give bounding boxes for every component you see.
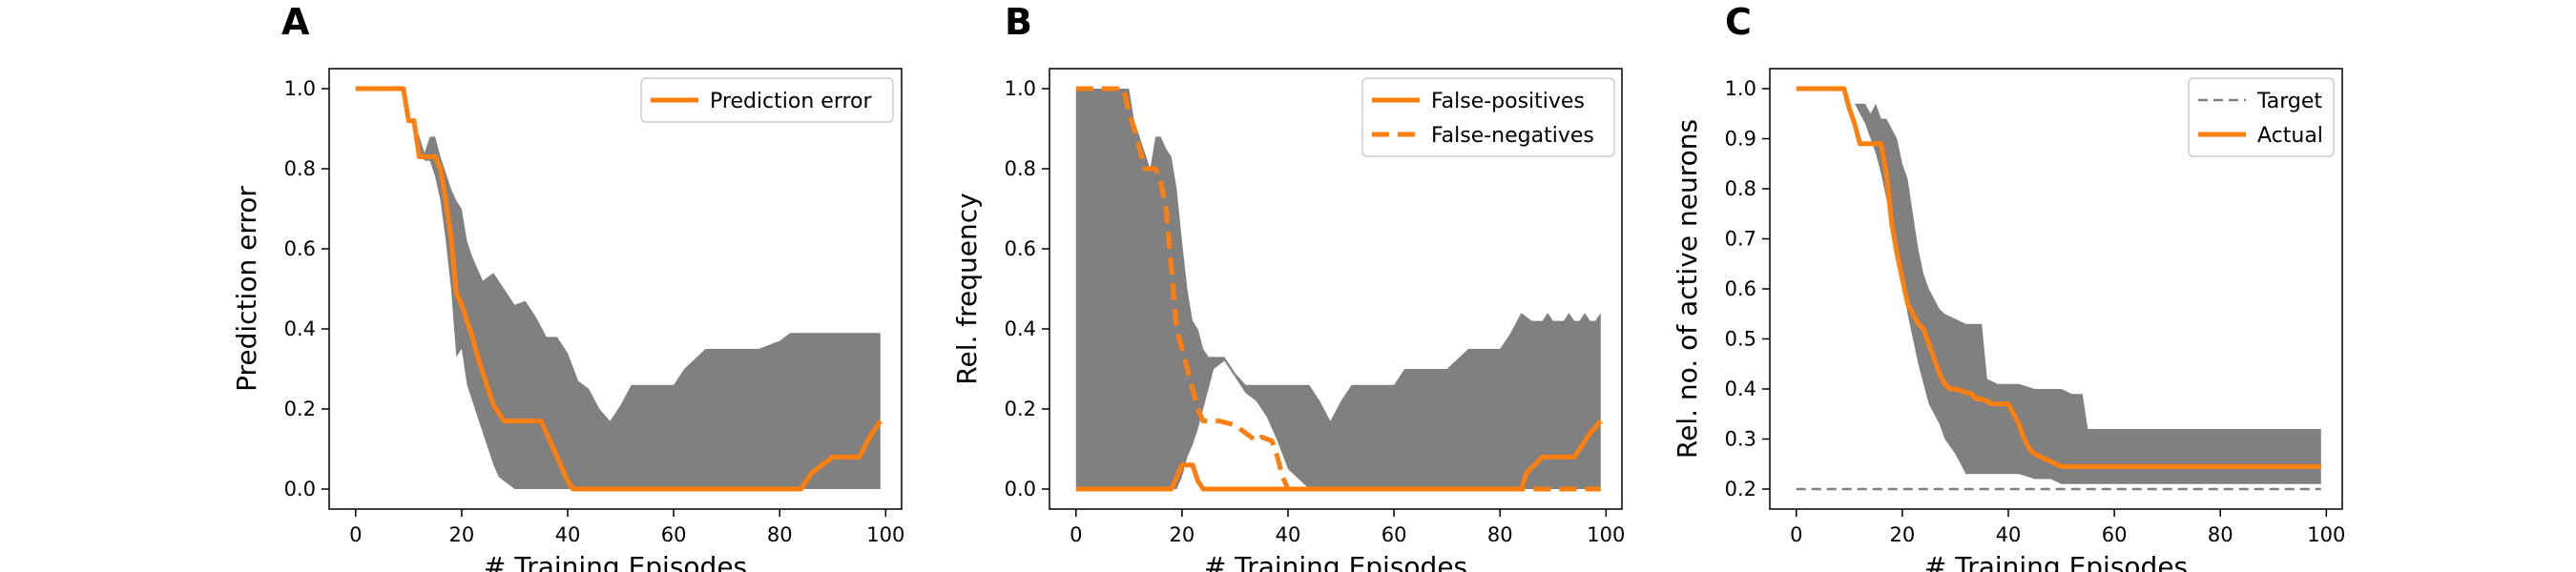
y-tick-label: 0.0	[284, 478, 316, 500]
x-tick-label: 20	[1890, 523, 1916, 546]
x-tick-label: 40	[1276, 523, 1301, 546]
y-tick-label: 0.0	[1005, 478, 1036, 500]
variability-band	[355, 89, 881, 489]
legend: Prediction error	[640, 77, 894, 123]
panel-c: 0 20 40 60 80 100 0.2 0.3 0.4 0.5 0.6 0.7 0.8 0.9 1.0 #…	[1672, 1, 2345, 572]
panel-b: 0 20 40 60 80 100 0.0 0.2 0.4 0.6 0.8 1.0 # Training…	[951, 1, 1625, 572]
x-tick-label: 100	[2307, 523, 2345, 546]
x-tick-label: 40	[1996, 523, 2022, 546]
y-tick-label: 0.8	[284, 157, 316, 180]
y-tick-label: 0.8	[1005, 157, 1036, 180]
y-tick-label: 0.6	[1725, 277, 1756, 300]
x-axis-label: # Training Episodes	[1204, 551, 1467, 572]
y-tick-label: 0.4	[284, 317, 316, 340]
y-tick-label: 0.5	[1725, 328, 1756, 351]
legend-label: Actual	[2257, 124, 2323, 148]
panel-letter: C	[1725, 1, 1752, 43]
y-tick-label: 0.4	[1725, 378, 1756, 400]
y-tick-label: 0.8	[1725, 177, 1756, 200]
x-tick-label: 20	[1170, 523, 1195, 546]
x-tick-label: 80	[1487, 523, 1513, 546]
legend-label: False-negatives	[1431, 124, 1594, 148]
y-tick-label: 0.3	[1725, 428, 1756, 451]
x-tick-label: 60	[2102, 523, 2128, 546]
legend: False-positives False-negatives	[1361, 77, 1615, 157]
y-axis-label: Rel. no. of active neurons	[1672, 119, 1703, 459]
x-tick-label: 80	[767, 523, 793, 546]
series-line-actual	[1796, 86, 2321, 469]
y-tick-label: 0.2	[1725, 478, 1756, 500]
x-tick-label: 60	[661, 523, 687, 546]
x-tick-label: 40	[555, 523, 581, 546]
y-tick-label: 0.6	[1005, 237, 1036, 260]
x-axis-label: # Training Episodes	[1924, 551, 2188, 572]
y-tick-label: 1.0	[1005, 77, 1036, 100]
legend-box	[640, 77, 894, 123]
panel-letter: B	[1005, 1, 1032, 43]
variability-band	[1796, 89, 2321, 484]
series-line-prediction-error	[355, 86, 883, 492]
legend-box	[1361, 77, 1615, 157]
legend-label: Prediction error	[710, 90, 872, 113]
variability-band	[1075, 89, 1601, 489]
x-tick-label: 60	[1381, 523, 1407, 546]
y-tick-label: 0.7	[1725, 228, 1756, 251]
x-tick-label: 0	[1070, 523, 1082, 546]
axes-frame	[328, 68, 903, 510]
y-tick-label: 0.4	[1005, 317, 1036, 340]
x-tick-label: 80	[2208, 523, 2233, 546]
y-tick-label: 1.0	[1725, 77, 1756, 100]
y-tick-label: 0.2	[284, 398, 316, 420]
legend-label: Target	[2256, 90, 2322, 113]
y-axis-label: Rel. frequency	[951, 193, 983, 384]
y-tick-label: 0.9	[1725, 128, 1756, 151]
x-tick-label: 20	[449, 523, 475, 546]
x-tick-label: 100	[1587, 523, 1625, 546]
x-tick-label: 0	[1790, 523, 1802, 546]
y-tick-label: 1.0	[284, 77, 316, 100]
legend-label: False-positives	[1431, 90, 1585, 113]
x-axis-label: # Training Episodes	[484, 551, 747, 572]
x-tick-label: 0	[349, 523, 362, 546]
y-axis-label: Prediction error	[231, 186, 262, 392]
panel-letter: A	[281, 1, 310, 43]
panel-a: 0 20 40 60 80 100 0.0 0.2 0.4 0.6 0.8 1.0 # Training…	[231, 1, 904, 572]
legend: Target Actual	[2188, 77, 2335, 157]
axes-frame	[1049, 68, 1623, 510]
x-tick-label: 100	[866, 523, 904, 546]
y-tick-label: 0.6	[284, 237, 316, 260]
y-tick-label: 0.2	[1005, 398, 1036, 420]
series-line-false-negatives	[1075, 86, 1601, 492]
